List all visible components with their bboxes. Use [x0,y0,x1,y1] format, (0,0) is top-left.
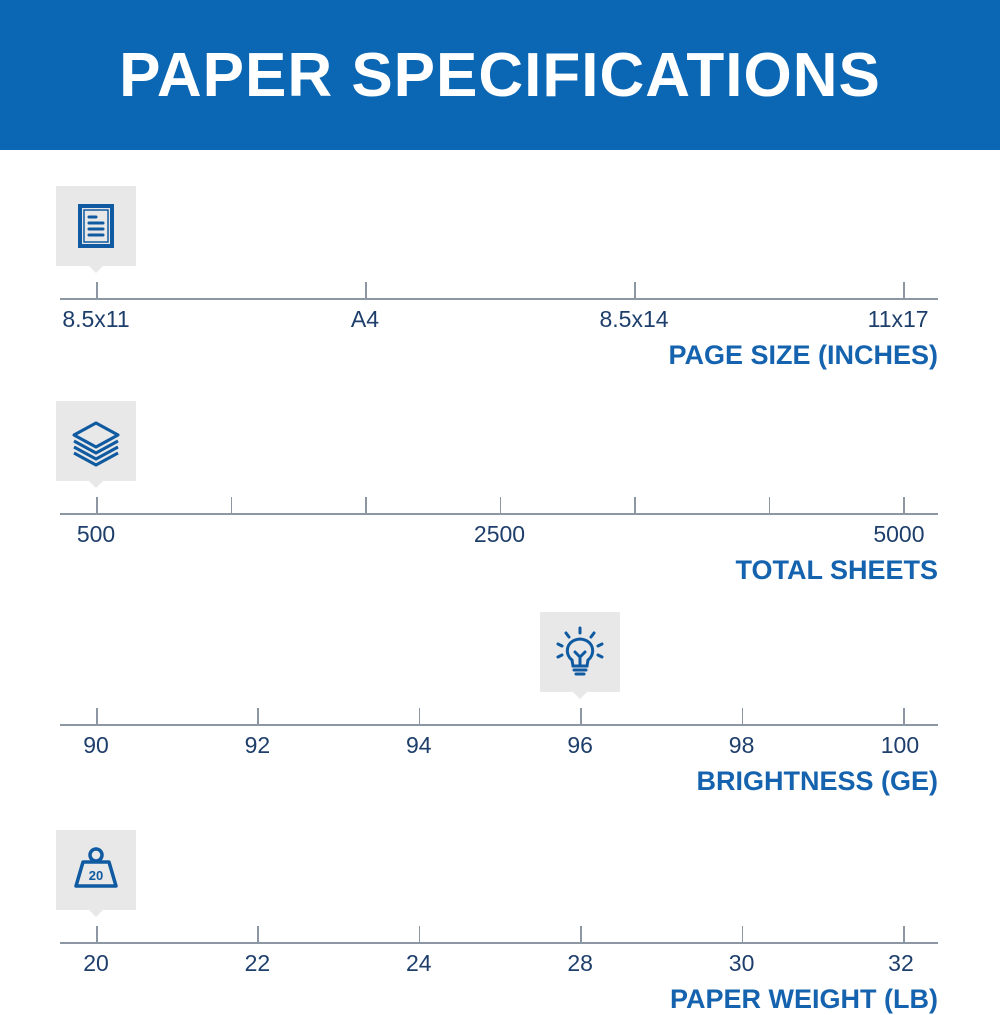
selected-value-marker [56,186,136,273]
selected-value-marker: 20 [56,830,136,917]
scale-tick [418,926,421,943]
tick-label: 92 [244,732,271,758]
scale-title: BRIGHTNESS (GE) [696,766,938,796]
page-title: PAPER SPECIFICATIONS [119,40,881,110]
scale-tick [741,926,744,943]
scale-tick [230,497,232,514]
tick-label: 100 [880,732,920,758]
scale-axis [60,724,938,726]
tick-label: 98 [728,732,755,758]
tick-label: 5000 [873,521,925,547]
scale-axis [60,513,938,515]
tick-label: 8.5x14 [599,306,669,332]
selected-value-marker [56,401,136,488]
scale-axis [60,298,938,300]
tick-label: 90 [83,732,109,758]
tick-label: 500 [76,521,116,547]
document-icon [68,198,124,254]
tick-label: 24 [406,950,432,976]
tick-label: 32 [888,950,914,976]
scale-tick [903,708,905,725]
scale-tick [580,926,582,943]
tick-label: 8.5x11 [62,306,130,332]
tick-label: 11x17 [867,306,929,332]
lightbulb-icon [552,624,608,680]
tick-label: 2500 [473,521,526,547]
tick-label: 22 [244,950,271,976]
tick-label: 28 [567,950,593,976]
scale-tick [634,282,636,299]
scale-tick [257,708,259,725]
scale-tick [365,497,367,514]
scale-tick [365,282,367,299]
scale-tick [903,282,905,299]
scale-axis [60,942,938,944]
scale-title: TOTAL SHEETS [735,555,938,585]
scale-tick [580,708,582,725]
scale-tick [96,926,98,943]
tick-label: A4 [350,306,380,332]
scale-tick [741,708,744,725]
tick-label: 20 [83,950,109,976]
scale-tick [96,708,98,725]
scale-tick [96,282,98,299]
tick-label: 30 [728,950,755,976]
scale-title: PAGE SIZE (INCHES) [668,340,938,370]
tick-label: 96 [567,732,593,758]
weight-icon: 20 [68,842,124,898]
scale-tick [257,926,259,943]
scale-tick [96,497,98,514]
scale-tick [903,926,905,943]
scale-tick [499,497,501,514]
paper-stack-icon [68,413,124,469]
header-banner: PAPER SPECIFICATIONS [0,0,1000,150]
scale-tick [418,708,421,725]
svg-text:20: 20 [89,868,103,883]
scale-tick [903,497,905,514]
selected-value-marker [540,612,621,699]
scale-tick [634,497,636,514]
scale-tick [768,497,770,514]
tick-label: 94 [406,732,432,758]
